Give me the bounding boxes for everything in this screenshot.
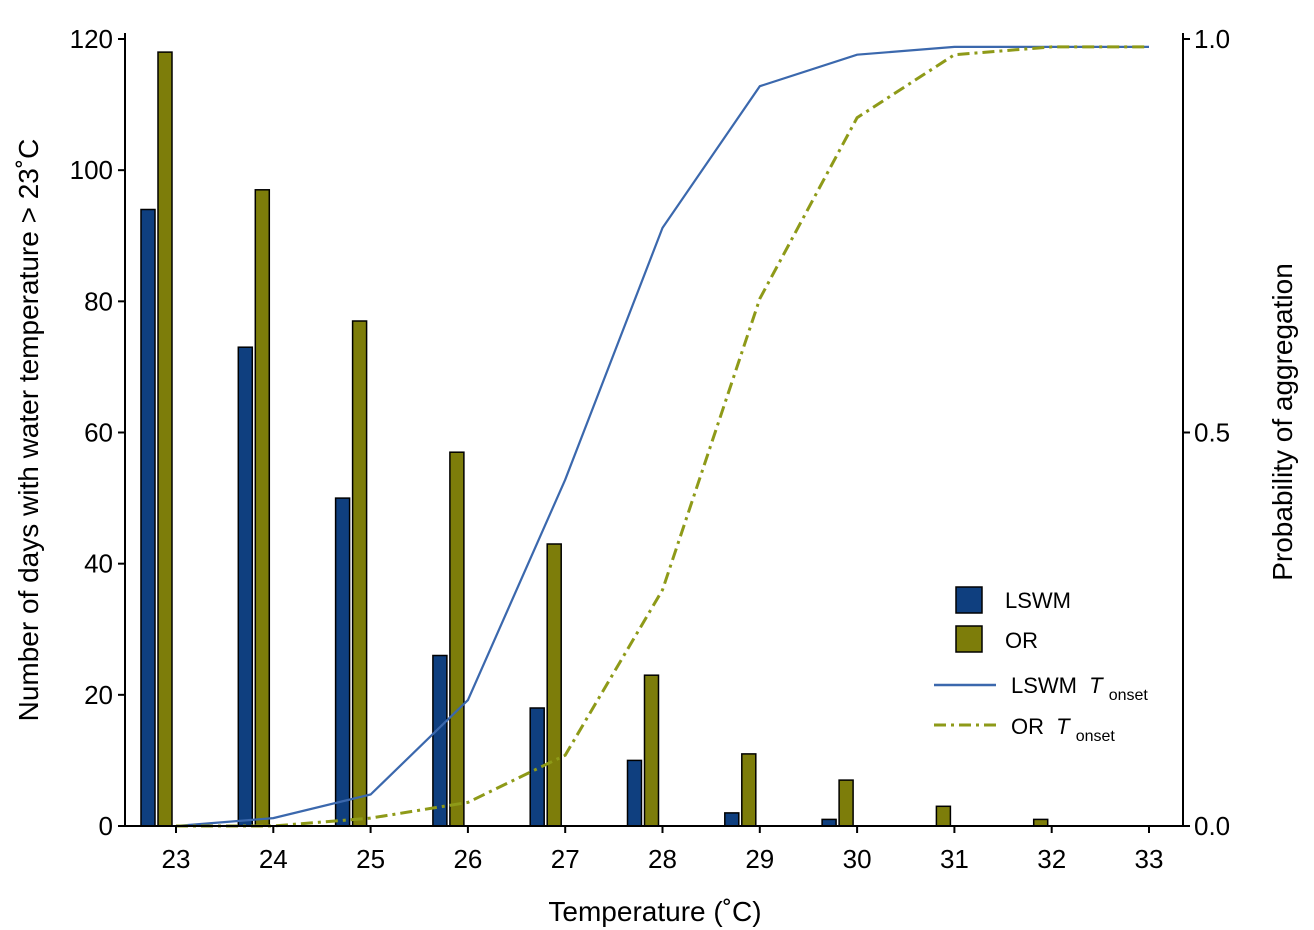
x-tick-label-25: 25 bbox=[356, 844, 385, 874]
legend-or-tonset-sub: onset bbox=[1076, 728, 1116, 745]
y2-tick-label-0.0: 0.0 bbox=[1194, 811, 1230, 841]
axes: 0 20 40 60 80 100 120 0.0 0.5 1.0 23 24 25 26 27 28 29 30… bbox=[70, 24, 1231, 874]
legend: LSWM OR LSWM T onset OR T onset bbox=[934, 586, 1148, 745]
legend-label-lswm-tonset: LSWM T onset bbox=[1011, 673, 1148, 704]
legend-or-tonset-name: OR bbox=[1011, 714, 1044, 739]
bar-lswm-23 bbox=[140, 208, 156, 827]
bar-or-28 bbox=[643, 674, 660, 827]
bar-lswm-28 bbox=[626, 759, 643, 827]
y-tick-label-20: 20 bbox=[84, 680, 113, 710]
y2-tick-label-1.0: 1.0 bbox=[1194, 24, 1230, 54]
bar-or-25 bbox=[351, 320, 368, 827]
bar-or-29 bbox=[741, 753, 757, 827]
bar-lswm-26 bbox=[432, 654, 448, 827]
y-axis-title: Number of days with water temperature > … bbox=[13, 139, 44, 722]
bar-or-30 bbox=[838, 779, 854, 827]
x-tick-label-32: 32 bbox=[1037, 844, 1066, 874]
legend-label-lswm: LSWM bbox=[1005, 588, 1071, 613]
x-axis-title: Temperature (˚C) bbox=[548, 896, 761, 927]
legend-lswm-tonset-name: LSWM bbox=[1011, 673, 1077, 698]
x-tick-label-23: 23 bbox=[162, 844, 191, 874]
legend-lswm-tonset-sub: onset bbox=[1109, 687, 1149, 704]
y-tick-label-0: 0 bbox=[99, 811, 113, 841]
x-tick-label-24: 24 bbox=[259, 844, 288, 874]
bar-or-31 bbox=[935, 805, 952, 827]
x-tick-label-33: 33 bbox=[1135, 844, 1164, 874]
legend-label-or: OR bbox=[1005, 628, 1038, 653]
y2-tick-label-0.5: 0.5 bbox=[1194, 418, 1230, 448]
line-or-tonset bbox=[176, 45, 1149, 828]
bar-or-26 bbox=[449, 451, 465, 827]
x-tick-label-31: 31 bbox=[940, 844, 969, 874]
legend-swatch-or bbox=[955, 625, 983, 653]
legend-swatch-lswm bbox=[955, 586, 983, 614]
x-tick-label-27: 27 bbox=[551, 844, 580, 874]
x-tick-label-30: 30 bbox=[843, 844, 872, 874]
legend-label-or-tonset: OR T onset bbox=[1011, 714, 1115, 745]
bar-or-27 bbox=[546, 543, 562, 827]
y-tick-label-60: 60 bbox=[84, 418, 113, 448]
legend-lswm-tonset-t: T bbox=[1089, 673, 1104, 698]
y-tick-label-40: 40 bbox=[84, 549, 113, 579]
x-tick-label-29: 29 bbox=[745, 844, 774, 874]
y-tick-label-100: 100 bbox=[70, 155, 113, 185]
x-tick-label-28: 28 bbox=[648, 844, 677, 874]
line-lswm-tonset bbox=[175, 45, 1149, 828]
bar-lswm-24 bbox=[237, 346, 254, 827]
bar-or-24 bbox=[254, 189, 271, 827]
y-tick-label-120: 120 bbox=[70, 24, 113, 54]
plot-area bbox=[140, 45, 1149, 828]
x-tick-label-26: 26 bbox=[453, 844, 482, 874]
legend-or-tonset-t: T bbox=[1056, 714, 1071, 739]
bar-lswm-29 bbox=[724, 812, 740, 827]
y2-axis-title: Probability of aggregation bbox=[1267, 263, 1298, 581]
bar-or-23 bbox=[157, 51, 173, 827]
y-tick-label-80: 80 bbox=[84, 286, 113, 316]
bar-lswm-25 bbox=[334, 497, 351, 827]
